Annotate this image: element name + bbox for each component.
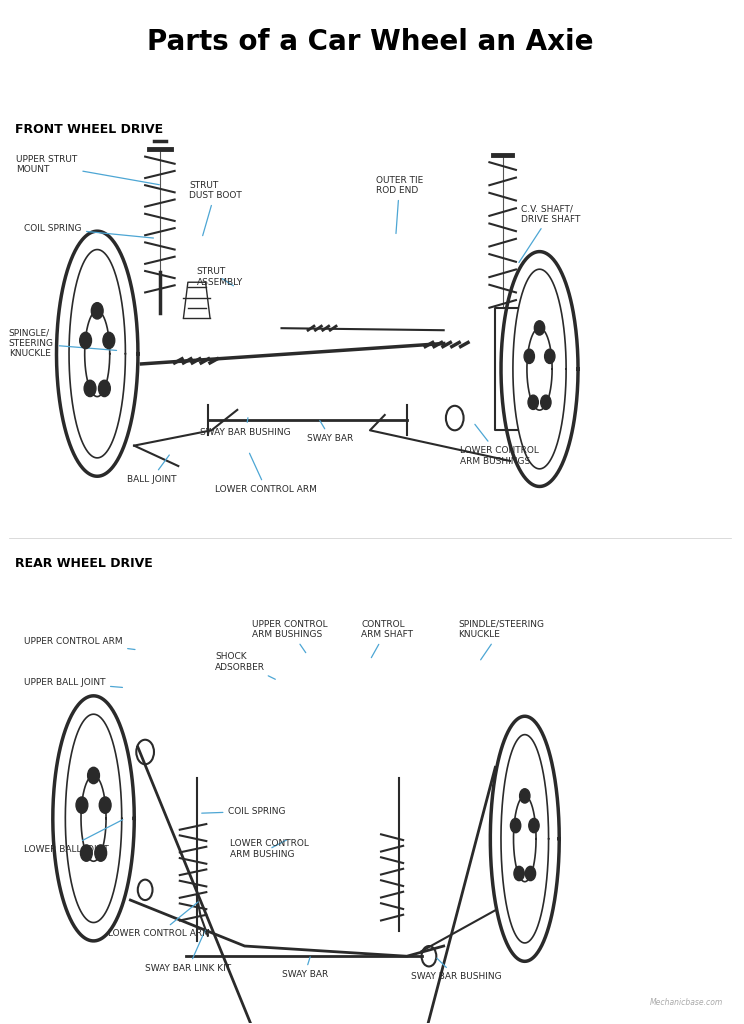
Text: LOWER CONTROL ARM: LOWER CONTROL ARM: [215, 454, 317, 494]
Circle shape: [534, 321, 545, 335]
Text: STRUT
DUST BOOT: STRUT DUST BOOT: [190, 180, 242, 236]
Text: UPPER STRUT
MOUNT: UPPER STRUT MOUNT: [16, 155, 159, 184]
Text: BALL JOINT: BALL JOINT: [126, 455, 176, 483]
Circle shape: [84, 380, 96, 396]
Text: SWAY BAR BUSHING: SWAY BAR BUSHING: [411, 958, 501, 981]
Circle shape: [528, 395, 539, 410]
Circle shape: [98, 380, 110, 396]
Circle shape: [76, 797, 88, 813]
Text: SWAY BAR LINK KIT: SWAY BAR LINK KIT: [145, 930, 231, 973]
Text: COIL SPRING: COIL SPRING: [202, 807, 286, 816]
Text: Parts of a Car Wheel an Axie: Parts of a Car Wheel an Axie: [147, 29, 593, 56]
Text: UPPER CONTROL ARM: UPPER CONTROL ARM: [24, 637, 135, 649]
Circle shape: [529, 818, 539, 833]
Text: C.V. SHAFT/
DRIVE SHAFT: C.V. SHAFT/ DRIVE SHAFT: [519, 204, 580, 262]
Circle shape: [94, 845, 106, 861]
Text: LOWER CONTROL ARM: LOWER CONTROL ARM: [109, 902, 210, 938]
Circle shape: [80, 332, 92, 348]
Text: LOWER CONTROL
ARM BUSHING: LOWER CONTROL ARM BUSHING: [230, 840, 309, 859]
Text: Mechanicbase.com: Mechanicbase.com: [650, 998, 723, 1008]
Text: CONTROL
ARM SHAFT: CONTROL ARM SHAFT: [361, 620, 413, 657]
Circle shape: [519, 788, 530, 803]
Circle shape: [92, 303, 103, 319]
Text: STRUT
ASSEMBLY: STRUT ASSEMBLY: [196, 267, 243, 287]
Circle shape: [541, 395, 551, 410]
Circle shape: [524, 349, 534, 364]
Circle shape: [80, 845, 92, 861]
Circle shape: [545, 349, 555, 364]
Text: SPINDLE/STEERING
KNUCKLE: SPINDLE/STEERING KNUCKLE: [458, 620, 545, 659]
Text: REAR WHEEL DRIVE: REAR WHEEL DRIVE: [15, 557, 153, 569]
Text: SWAY BAR: SWAY BAR: [281, 956, 328, 979]
Circle shape: [514, 866, 525, 881]
Text: SWAY BAR: SWAY BAR: [307, 421, 353, 443]
Text: UPPER BALL JOINT: UPPER BALL JOINT: [24, 678, 123, 687]
Text: UPPER CONTROL
ARM BUSHINGS: UPPER CONTROL ARM BUSHINGS: [252, 620, 327, 652]
Text: SPINGLE/
STEERING
KNUCKLE: SPINGLE/ STEERING KNUCKLE: [9, 329, 117, 358]
Text: SHOCK
ADSORBER: SHOCK ADSORBER: [215, 652, 275, 679]
Text: LOWER BALL JOINT: LOWER BALL JOINT: [24, 819, 123, 853]
Circle shape: [99, 797, 111, 813]
Circle shape: [88, 767, 100, 783]
Circle shape: [103, 332, 115, 348]
Text: COIL SPRING: COIL SPRING: [24, 223, 153, 238]
Text: LOWER CONTROL
ARM BUSHINGS: LOWER CONTROL ARM BUSHINGS: [460, 424, 539, 466]
Circle shape: [510, 818, 521, 833]
Text: OUTER TIE
ROD END: OUTER TIE ROD END: [376, 175, 423, 233]
Circle shape: [525, 866, 536, 881]
Text: SWAY BAR BUSHING: SWAY BAR BUSHING: [200, 418, 291, 437]
Text: FRONT WHEEL DRIVE: FRONT WHEEL DRIVE: [15, 123, 163, 135]
